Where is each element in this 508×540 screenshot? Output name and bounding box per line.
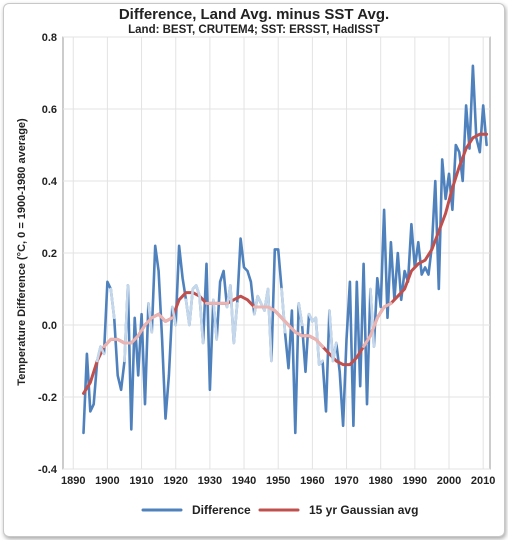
difference-segment-near-zero [331, 341, 338, 363]
x-tick-label: 1900 [95, 475, 119, 487]
gaussian-segment-near-zero [163, 316, 174, 323]
legend-label-gaussian: 15 yr Gaussian avg [309, 503, 418, 517]
difference-segment-near-zero [212, 298, 219, 341]
x-tick-label: 1970 [334, 475, 358, 487]
x-tick-label: 1990 [403, 475, 427, 487]
x-tick-label: 1890 [61, 475, 85, 487]
gaussian-segment-near-zero [375, 305, 386, 320]
difference-segment-near-zero [256, 294, 263, 305]
gaussian-segment-near-zero [314, 337, 325, 349]
difference-segment-near-zero [266, 287, 273, 363]
difference-segment-near-zero [123, 284, 130, 363]
y-axis-label: Temperature Difference (°C, 0 = 1900-198… [16, 118, 28, 386]
difference-segment-near-zero [229, 284, 236, 345]
y-tick-label: 0.6 [42, 104, 57, 116]
x-tick-labels: 1890 1900 1910 1920 1930 1940 1950 1960 1970 1980… [61, 475, 495, 487]
gaussian-segment-near-zero [129, 334, 140, 345]
gaussian-segment-near-zero [286, 323, 297, 334]
y-tick-label: -0.2 [38, 392, 57, 404]
gaussian-segment-near-zero [368, 316, 379, 338]
y-tick-labels: -0.4 -0.2 0.0 0.2 0.4 0.6 0.8 [38, 32, 58, 476]
legend-label-difference: Difference [192, 503, 251, 517]
y-tick-label: 0.4 [42, 176, 58, 188]
zero-band-highlight [95, 284, 393, 366]
x-tick-label: 1910 [129, 475, 153, 487]
x-tick-label: 2010 [471, 475, 495, 487]
legend: Difference 15 yr Gaussian avg [141, 503, 418, 517]
gaussian-segment-near-zero [102, 337, 113, 349]
difference-segment-near-zero [297, 302, 304, 327]
chart-subtitle: Land: BEST, CRUTEM4; SST: ERSST, HadISST [128, 24, 380, 36]
difference-segment-near-zero [328, 309, 335, 363]
difference-segment-near-zero [171, 305, 178, 327]
difference-segment-near-zero [99, 345, 106, 356]
difference-segment-near-zero [95, 345, 102, 363]
y-tick-label: 0.2 [42, 248, 57, 260]
x-tick-label: 1960 [300, 475, 324, 487]
y-tick-label: 0.8 [42, 32, 57, 44]
difference-segment-near-zero [252, 294, 260, 316]
gaussian-segment-near-zero [143, 316, 154, 327]
gaussian-segment-near-zero [157, 312, 167, 323]
chart-title: Difference, Land Avg. minus SST Avg. [119, 6, 389, 23]
x-tick-label: 1980 [368, 475, 392, 487]
difference-segment-near-zero [280, 287, 287, 334]
x-tick-label: 1940 [232, 475, 256, 487]
difference-segment-near-zero [194, 284, 201, 298]
x-tick-label: 1920 [163, 475, 187, 487]
difference-segment-near-zero [369, 287, 376, 348]
x-tick-label: 1950 [266, 475, 290, 487]
gaussian-segment-near-zero [280, 316, 290, 327]
x-tick-label: 1930 [198, 475, 222, 487]
difference-segment-near-zero [109, 287, 116, 320]
gaussian-segment-near-zero [136, 323, 147, 338]
gaussian-segment-near-zero [382, 301, 393, 309]
gaussian-segment-near-zero [362, 334, 372, 349]
y-tick-label: -0.4 [38, 464, 58, 476]
difference-segment-near-zero [317, 359, 324, 366]
series-group [82, 64, 489, 435]
difference-segment-near-zero [188, 287, 195, 327]
x-tick-label: 2000 [437, 475, 461, 487]
difference-segment-near-zero [232, 302, 239, 345]
y-tick-label: 0.0 [42, 320, 57, 332]
difference-segment-near-zero [198, 294, 205, 345]
gaussian-segment-near-zero [273, 309, 284, 320]
